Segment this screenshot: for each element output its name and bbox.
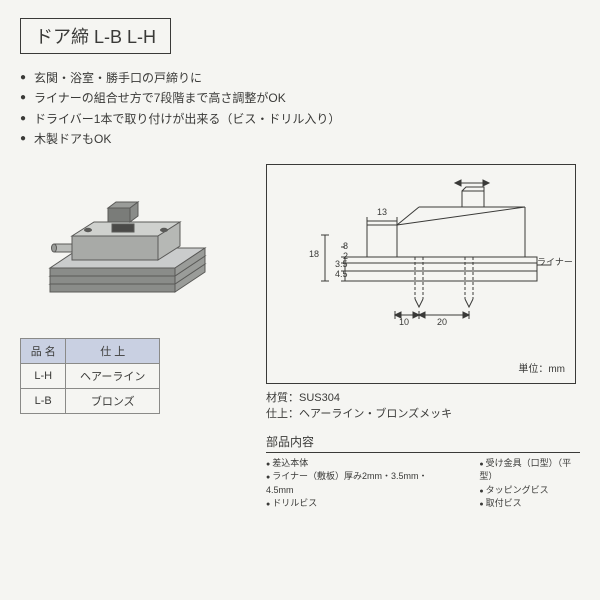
material-block: 材質：SUS304 仕上：ヘアーライン・ブロンズメッキ [266, 390, 580, 423]
right-column: 13 18 8 2 3.5 4.5 10 20 ライナー 単位：mm 材質：SU… [266, 164, 580, 511]
content-row: 品 名 仕 上 L-H ヘアーライン L-B ブロンズ [20, 164, 580, 511]
parts-list: 差込本体 ライナー（敷板）厚み2mm・3.5mm・4.5mm ドリルビス 受け金… [266, 457, 580, 511]
title-text: ドア締 L-B L-H [35, 27, 156, 47]
dim-label: 3.5 [335, 259, 348, 269]
table-header: 品 名 [21, 338, 66, 363]
bullet-item: 木製ドアもOK [20, 129, 580, 149]
feature-bullets: 玄関・浴室・勝手口の戸締りに ライナーの組合せ方で7段階まで高さ調整がOK ドラ… [20, 68, 580, 150]
table-cell: L-B [21, 388, 66, 413]
parts-item: 取付ビス [479, 497, 580, 511]
table-row: L-B ブロンズ [21, 388, 160, 413]
dim-label: 10 [399, 317, 409, 327]
table-cell: ヘアーライン [66, 363, 160, 388]
material-line: 材質：SUS304 [266, 390, 580, 407]
parts-title: 部品内容 [266, 433, 580, 453]
table-cell: ブロンズ [66, 388, 160, 413]
dim-label: 4.5 [335, 269, 348, 279]
title-box: ドア締 L-B L-H [20, 18, 171, 54]
table-row: L-H ヘアーライン [21, 363, 160, 388]
product-image [20, 164, 240, 324]
bullet-item: 玄関・浴室・勝手口の戸締りに [20, 68, 580, 88]
unit-label: 単位：mm [518, 360, 565, 375]
dim-label: 8 [343, 241, 348, 251]
bullet-item: ドライバー1本で取り付けが出来る（ビス・ドリル入り） [20, 109, 580, 129]
dim-label: 13 [377, 207, 387, 217]
parts-item: 差込本体 [266, 457, 439, 471]
bullet-item: ライナーの組合せ方で7段階まで高さ調整がOK [20, 88, 580, 108]
spec-table: 品 名 仕 上 L-H ヘアーライン L-B ブロンズ [20, 338, 160, 414]
parts-item: タッピングビス [479, 484, 580, 498]
parts-item: ドリルビス [266, 497, 439, 511]
dimension-diagram: 13 18 8 2 3.5 4.5 10 20 ライナー 単位：mm [266, 164, 576, 384]
table-cell: L-H [21, 363, 66, 388]
liner-label: ライナー [537, 255, 573, 268]
dim-label: 18 [309, 249, 319, 259]
finish-line: 仕上：ヘアーライン・ブロンズメッキ [266, 406, 580, 423]
parts-item: ライナー（敷板）厚み2mm・3.5mm・4.5mm [266, 470, 439, 497]
table-header: 仕 上 [66, 338, 160, 363]
parts-item: 受け金具（口型）（平型） [479, 457, 580, 484]
left-column: 品 名 仕 上 L-H ヘアーライン L-B ブロンズ [20, 164, 250, 511]
dim-label: 20 [437, 317, 447, 327]
